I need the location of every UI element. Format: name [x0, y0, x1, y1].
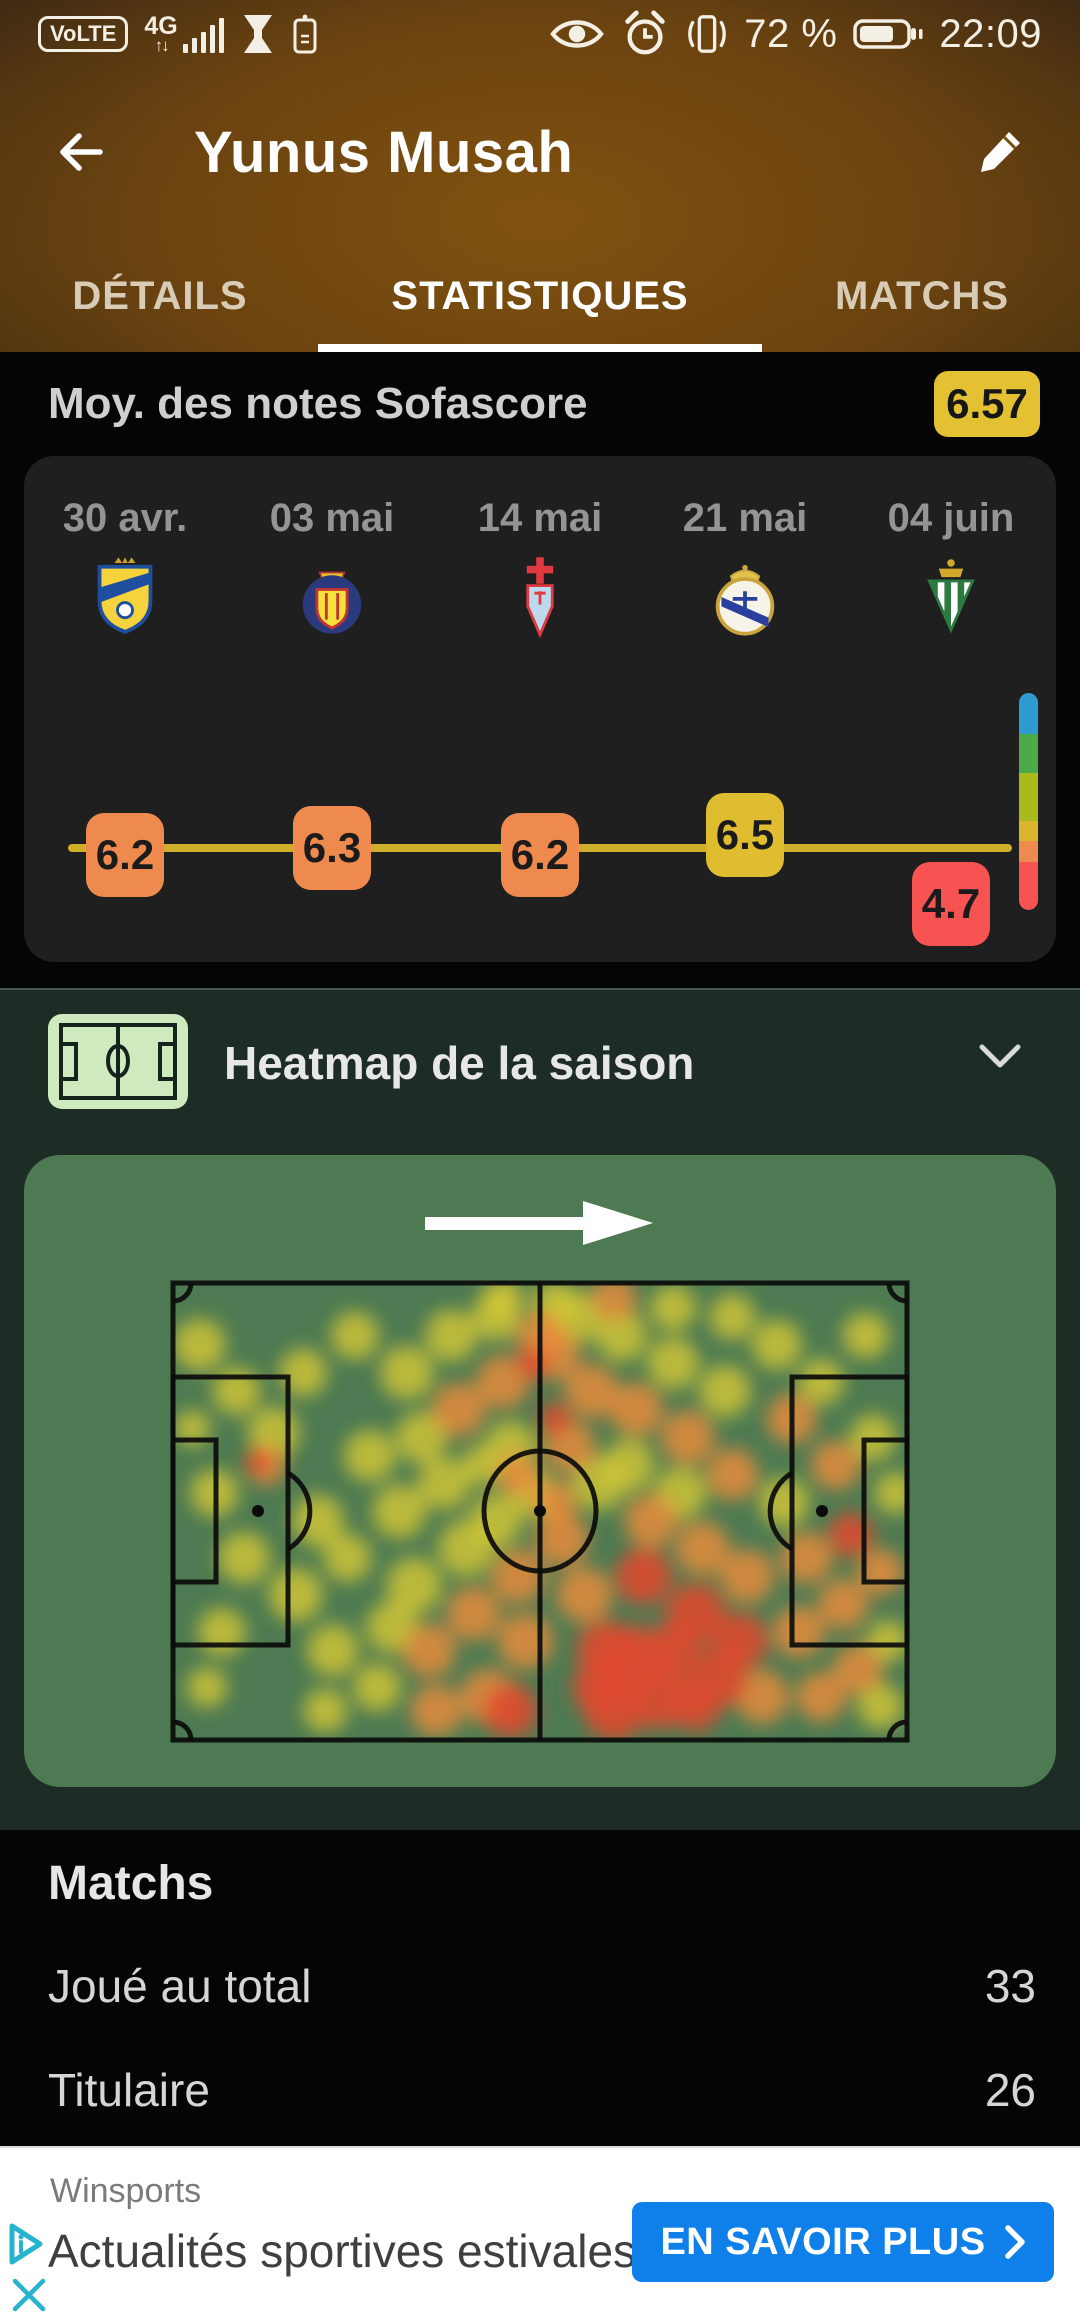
real-madrid-crest-icon	[715, 564, 775, 636]
rating-badge: 6.5	[706, 793, 784, 877]
battery-percent: 72 %	[744, 11, 838, 56]
heatmap-pitch	[170, 1280, 910, 1743]
heatmap-section: Heatmap de la saison	[0, 988, 1080, 1830]
pitch-spots	[252, 1505, 828, 1517]
tab-statistics[interactable]: STATISTIQUES	[391, 274, 689, 318]
status-right: 72 % 22:09	[550, 9, 1042, 59]
eye-icon	[550, 20, 605, 48]
header-gradient: VoLTE 4G ↑↓	[0, 0, 1080, 352]
edit-button[interactable]	[974, 126, 1026, 178]
clock: 22:09	[939, 11, 1042, 56]
stat-row-starter: Titulaire 26	[48, 2058, 1036, 2122]
ad-cta-label: EN SAVOIR PLUS	[660, 2220, 986, 2263]
villarreal-crest-icon	[302, 571, 362, 634]
back-button[interactable]	[52, 124, 108, 180]
rating-badge: 4.7	[912, 862, 990, 946]
rating-badge: 6.3	[293, 806, 371, 890]
team-logo-villarreal[interactable]	[296, 552, 368, 640]
rating-badge: 6.2	[501, 812, 579, 897]
battery-icon	[853, 19, 923, 49]
pitch-icon	[48, 1014, 188, 1109]
average-rating-badge: 6.57	[934, 371, 1040, 437]
pencil-icon	[981, 132, 1020, 172]
betis-crest-icon	[927, 559, 975, 634]
ad-banner[interactable]: Winsports Actualités sportives estivales…	[0, 2146, 1080, 2312]
vibrate-icon	[688, 15, 727, 53]
match-date: 03 mai	[269, 496, 395, 540]
tab-details[interactable]: DÉTAILS	[72, 274, 248, 318]
ratings-chart-card: 30 avr. 03 mai 14 mai 21 mai 04 juin	[24, 456, 1056, 962]
volte-badge-icon: VoLTE	[38, 16, 129, 52]
rating-scale-segment	[1019, 821, 1038, 841]
heatmap-card	[24, 1155, 1056, 1787]
team-logo-celta[interactable]	[504, 552, 576, 640]
back-arrow-icon	[60, 133, 103, 171]
match-date: 04 juin	[887, 496, 1015, 540]
chevron-down-icon[interactable]	[978, 1042, 1022, 1070]
active-tab-indicator	[318, 344, 762, 352]
team-logo-betis[interactable]	[915, 552, 987, 640]
rating-summary-label: Moy. des notes Sofascore	[48, 379, 588, 428]
stat-value: 26	[984, 2064, 1036, 2116]
network-type-icon: 4G ↑↓	[144, 12, 224, 55]
status-left: VoLTE 4G ↑↓	[38, 12, 319, 56]
rating-scale-segment	[1019, 734, 1038, 774]
cadiz-crest-icon	[97, 557, 153, 634]
alarm-icon	[625, 10, 665, 55]
heatmap-title: Heatmap de la saison	[224, 1037, 695, 1089]
network-type-label: 4G	[144, 12, 178, 41]
esim-icon	[293, 14, 317, 54]
stat-value: 33	[984, 1960, 1036, 2012]
page-title: Yunus Musah	[194, 119, 574, 185]
team-logo-real-madrid[interactable]	[709, 552, 781, 640]
rating-color-scale	[1019, 693, 1038, 910]
ad-cta-button[interactable]: EN SAVOIR PLUS	[632, 2202, 1054, 2282]
rating-scale-segment	[1019, 840, 1038, 863]
status-bar: VoLTE 4G ↑↓	[0, 6, 1080, 62]
hourglass-icon	[243, 15, 272, 53]
heatmap-header[interactable]: Heatmap de la saison	[0, 990, 1080, 1134]
stat-row-total-played: Joué au total 33	[48, 1954, 1036, 2018]
tab-bar: DÉTAILS STATISTIQUES MATCHS	[0, 252, 1080, 352]
stat-label: Titulaire	[48, 2064, 210, 2116]
data-arrows-icon: ↑↓	[154, 35, 170, 55]
rating-scale-segment	[1019, 773, 1038, 821]
signal-bars-icon	[182, 17, 224, 53]
ad-advertiser: Winsports	[50, 2172, 202, 2210]
attack-direction-arrow-icon	[425, 1195, 655, 1251]
stat-label: Joué au total	[48, 1960, 312, 2012]
tab-matches[interactable]: MATCHS	[834, 274, 1010, 318]
matches-title: Matchs	[48, 1857, 214, 1910]
match-date: 14 mai	[477, 496, 603, 540]
chevron-right-icon	[1004, 2225, 1025, 2259]
rating-badge: 6.2	[86, 812, 164, 897]
rating-scale-segment	[1019, 862, 1038, 910]
match-date: 30 avr.	[62, 496, 188, 540]
app-bar: Yunus Musah	[0, 96, 1080, 208]
ad-headline[interactable]: Actualités sportives estivales	[48, 2225, 637, 2277]
celta-crest-icon	[526, 557, 554, 638]
ad-close-icon[interactable]	[10, 2276, 48, 2312]
adchoices-icon[interactable]	[6, 2220, 46, 2270]
rating-summary-row: Moy. des notes Sofascore 6.57	[0, 352, 1080, 456]
team-logo-cadiz[interactable]	[89, 552, 161, 640]
rating-scale-segment	[1019, 693, 1038, 735]
match-date: 21 mai	[682, 496, 808, 540]
matches-section: Matchs Joué au total 33 Titulaire 26	[0, 1830, 1080, 2146]
